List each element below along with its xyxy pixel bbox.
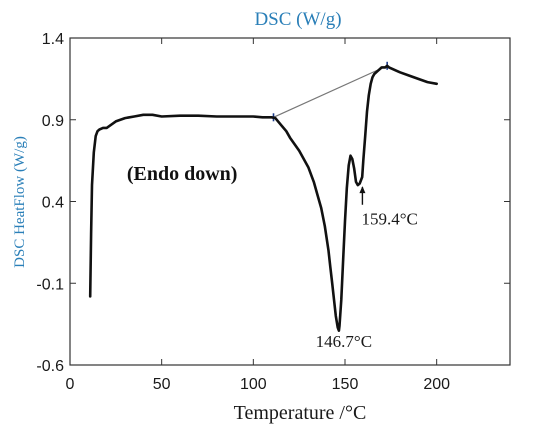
- x-axis-label: Temperature /°C: [234, 402, 367, 424]
- y-axis-label: DSC HeatFlow (W/g): [12, 136, 28, 268]
- annotation-label: 159.4°C: [362, 209, 418, 228]
- x-tick-label: 0: [66, 376, 75, 393]
- x-tick-label: 200: [423, 376, 450, 393]
- plot-marks: [88, 61, 438, 332]
- y-tick-label: 0.9: [42, 113, 64, 130]
- x-tick-label: 100: [240, 376, 267, 393]
- chart-title: DSC (W/g): [254, 9, 341, 30]
- annotations: (Endo down) 146.7°C 159.4°C: [127, 163, 418, 351]
- baseline-line: [273, 65, 388, 118]
- y-tick-label: -0.6: [36, 358, 64, 375]
- y-tick-label: 0.4: [42, 195, 64, 212]
- dsc-curve: [88, 64, 438, 332]
- axis-ticks: 0 50 100 150 200 1.4 0.9 0.4 -0.1 -0.6: [36, 31, 510, 393]
- plot-frame: [69, 37, 511, 366]
- y-tick-label: 1.4: [42, 31, 64, 48]
- annotation-arrowhead: [359, 186, 366, 194]
- annotation-label: 146.7°C: [316, 332, 372, 351]
- x-tick-label: 50: [153, 376, 171, 393]
- x-tick-label: 150: [332, 376, 359, 393]
- y-tick-label: -0.1: [36, 276, 64, 293]
- annotation-label: (Endo down): [127, 163, 238, 185]
